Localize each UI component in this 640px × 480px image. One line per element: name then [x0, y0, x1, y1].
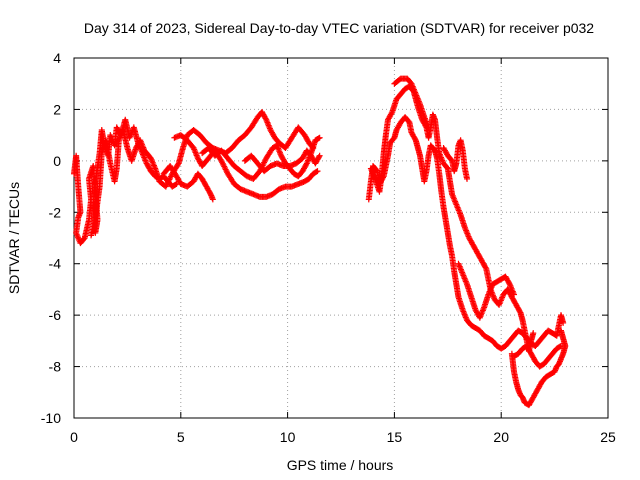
x-tick-label: 5 [177, 429, 185, 445]
y-tick-label: -2 [49, 204, 62, 220]
series-track [160, 163, 216, 203]
y-tick-label: 2 [53, 101, 61, 117]
series-track [511, 343, 565, 370]
data-point [172, 181, 179, 188]
data-point [209, 196, 216, 203]
data-point [315, 135, 322, 142]
data-point [558, 343, 565, 349]
data-point [316, 134, 323, 141]
data-point [315, 154, 322, 160]
data-point [556, 343, 563, 350]
x-axis-label: GPS time / hours [287, 457, 394, 473]
y-tick-label: 4 [53, 50, 61, 66]
data-point [262, 115, 269, 122]
x-tick-label: 10 [280, 429, 296, 445]
x-tick-label: 15 [387, 429, 403, 445]
data-point [313, 168, 320, 175]
series-track [440, 137, 471, 182]
data-point [314, 168, 321, 175]
chart-title: Day 314 of 2023, Sidereal Day-to-day VTE… [84, 20, 594, 36]
axis-ticks [73, 57, 609, 419]
series-track [508, 327, 569, 409]
data-point [560, 319, 567, 326]
data-point [464, 175, 471, 182]
data-point [530, 330, 537, 337]
grid [74, 58, 608, 418]
y-tick-label: -10 [41, 410, 61, 426]
plot-frame [73, 57, 609, 419]
data-point [303, 161, 310, 168]
y-tick-label: -8 [49, 359, 62, 375]
y-tick-labels: 4 2 0 -2 -4 -6 -8 -10 [41, 50, 61, 426]
y-axis-label: SDTVAR / TECUs [6, 182, 22, 294]
series-track [391, 75, 432, 131]
data-marks [71, 75, 569, 409]
y-tick-label: 0 [53, 153, 61, 169]
x-tick-labels: 0 5 10 15 20 25 [70, 429, 616, 445]
data-point [482, 264, 489, 271]
y-tick-label: -4 [49, 256, 62, 272]
x-tick-label: 25 [600, 429, 616, 445]
data-point [558, 327, 565, 334]
x-tick-label: 20 [493, 429, 509, 445]
data-point [506, 280, 513, 286]
series-track [241, 147, 323, 175]
data-point [174, 161, 181, 168]
data-point [425, 124, 432, 131]
data-point [388, 110, 395, 117]
y-tick-label: -6 [49, 307, 62, 323]
data-point [511, 291, 518, 298]
series-track [455, 260, 518, 321]
data-point [316, 152, 323, 159]
x-tick-label: 0 [70, 429, 78, 445]
